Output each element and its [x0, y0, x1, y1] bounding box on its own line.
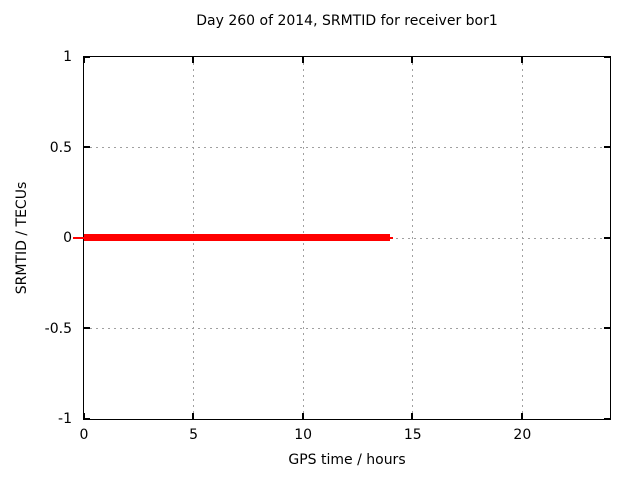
- y-tick-right: [603, 327, 610, 329]
- x-tick-label: 10: [294, 427, 313, 443]
- x-tick-label: 15: [403, 427, 422, 443]
- x-axis-label: GPS time / hours: [288, 452, 406, 468]
- y-tick-right: [603, 236, 610, 239]
- x-tick-label: 20: [513, 427, 532, 443]
- x-tick-bottom: [411, 412, 414, 419]
- x-tick-label: 0: [79, 427, 89, 443]
- series-line-cap-left: [72, 236, 84, 239]
- y-tick-label: -1: [58, 411, 72, 427]
- y-tick-right: [603, 417, 610, 420]
- y-tick-label: 0: [63, 230, 72, 246]
- grid-line-horizontal: [83, 328, 610, 329]
- x-tick-top: [192, 56, 195, 63]
- x-tick-bottom: [301, 412, 304, 419]
- series-line-srmtid: [83, 234, 391, 241]
- grid-line-horizontal: [83, 147, 610, 148]
- x-tick-bottom: [520, 412, 523, 419]
- chart-title: Day 260 of 2014, SRMTID for receiver bor…: [196, 13, 498, 29]
- x-tick-top: [520, 56, 523, 63]
- x-tick-bottom: [82, 412, 85, 419]
- plot-area: [72, 55, 611, 420]
- y-tick-left: [83, 417, 90, 420]
- x-tick-label: 5: [189, 427, 199, 443]
- x-tick-top: [411, 56, 414, 63]
- x-tick-top: [301, 56, 304, 63]
- y-tick-label: -0.5: [44, 320, 72, 337]
- series-line-cap-right: [390, 236, 394, 239]
- x-tick-top: [82, 56, 85, 63]
- y-tick-left: [83, 55, 90, 58]
- y-tick-label: 1: [63, 49, 72, 65]
- y-tick-right: [603, 146, 610, 148]
- y-tick-left: [83, 146, 90, 148]
- x-tick-bottom: [192, 412, 195, 419]
- y-tick-label: 0.5: [49, 139, 72, 156]
- y-tick-right: [603, 55, 610, 58]
- y-tick-left: [83, 327, 90, 329]
